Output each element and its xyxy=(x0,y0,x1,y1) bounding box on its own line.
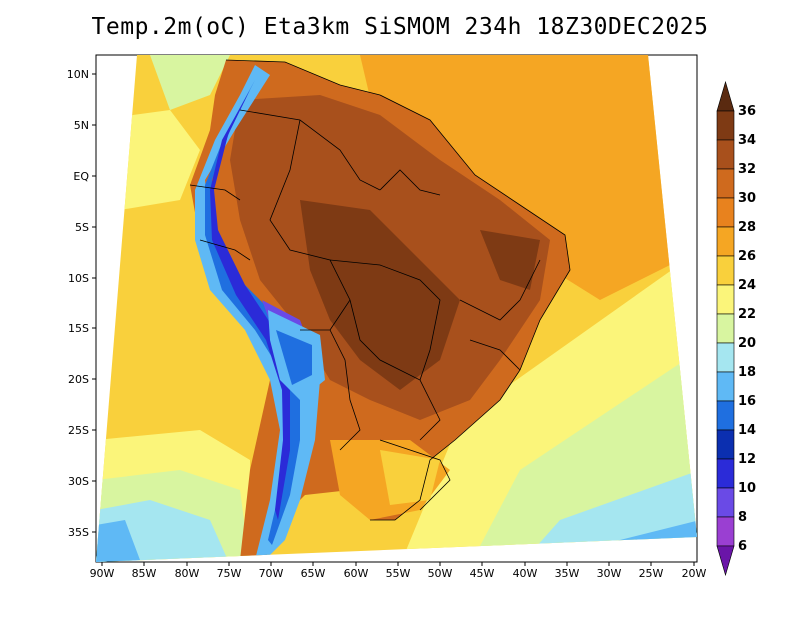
lat-label: 25S xyxy=(68,424,89,437)
lon-label: 55W xyxy=(386,567,411,580)
map-title: Temp.2m(oC) Eta3km SiSMOM 234h 18Z30DEC2… xyxy=(91,14,709,40)
colorbar-segment xyxy=(716,342,735,373)
lon-label: 75W xyxy=(217,567,242,580)
colorbar-label: 18 xyxy=(738,365,756,380)
colorbar-segment xyxy=(716,516,735,547)
lat-label: 10S xyxy=(68,272,89,285)
lon-label: 65W xyxy=(301,567,326,580)
lat-label: EQ xyxy=(73,170,89,183)
colorbar-label: 24 xyxy=(738,278,756,293)
colorbar-segment xyxy=(716,226,735,257)
longitude-axis: 90W 85W 80W 75W 70W 65W 60W 55W 50W 45W … xyxy=(90,567,707,580)
colorbar-label: 14 xyxy=(738,423,756,438)
lon-label: 80W xyxy=(175,567,200,580)
colorbar-segment xyxy=(716,400,735,431)
lat-label: 30S xyxy=(68,475,89,488)
colorbar-segment xyxy=(716,110,735,141)
colorbar-segment xyxy=(716,139,735,170)
colorbar-segment xyxy=(716,284,735,315)
colorbar-segment xyxy=(716,487,735,518)
lat-label: 35S xyxy=(68,526,89,539)
colorbar-label: 6 xyxy=(738,539,747,554)
country-borders xyxy=(189,59,571,521)
lon-label: 60W xyxy=(344,567,369,580)
colorbar-label: 8 xyxy=(738,510,747,525)
colorbar-label: 30 xyxy=(738,191,756,206)
colorbar-label: 22 xyxy=(738,307,756,322)
colorbar-label: 28 xyxy=(738,220,756,235)
lon-label: 85W xyxy=(132,567,157,580)
colorbar-label: 10 xyxy=(738,481,756,496)
lon-label: 35W xyxy=(555,567,580,580)
colorbar-segment xyxy=(716,313,735,344)
lon-label: 50W xyxy=(428,567,453,580)
temperature-field xyxy=(96,55,697,562)
lon-label: 40W xyxy=(513,567,538,580)
lon-label: 25W xyxy=(639,567,664,580)
lat-label: 5S xyxy=(75,221,89,234)
colorbar-segment xyxy=(716,168,735,199)
latitude-axis: 10N 5N EQ 5S 10S 15S 20S 25S 30S 35S xyxy=(67,68,90,539)
lat-label: 5N xyxy=(74,119,89,132)
lat-label: 10N xyxy=(67,68,89,81)
colorbar-label: 12 xyxy=(738,452,756,467)
lon-label: 45W xyxy=(470,567,495,580)
colorbar-segment xyxy=(716,458,735,489)
colorbar xyxy=(716,80,735,577)
colorbar-labels: 36 34 32 30 28 26 24 22 20 18 16 14 12 1… xyxy=(738,104,756,554)
lon-label: 30W xyxy=(597,567,622,580)
lon-label: 20W xyxy=(682,567,707,580)
colorbar-segment xyxy=(716,197,735,228)
colorbar-label: 36 xyxy=(738,104,756,119)
lat-label: 15S xyxy=(68,322,89,335)
colorbar-segment xyxy=(716,80,735,112)
colorbar-label: 16 xyxy=(738,394,756,409)
colorbar-label: 20 xyxy=(738,336,756,351)
colorbar-segment xyxy=(716,255,735,286)
colorbar-segment xyxy=(716,545,735,577)
colorbar-label: 34 xyxy=(738,133,756,148)
colorbar-label: 26 xyxy=(738,249,756,264)
colorbar-segment xyxy=(716,371,735,402)
colorbar-label: 32 xyxy=(738,162,756,177)
colorbar-segment xyxy=(716,429,735,460)
lon-label: 90W xyxy=(90,567,115,580)
lat-label: 20S xyxy=(68,373,89,386)
lon-label: 70W xyxy=(259,567,284,580)
